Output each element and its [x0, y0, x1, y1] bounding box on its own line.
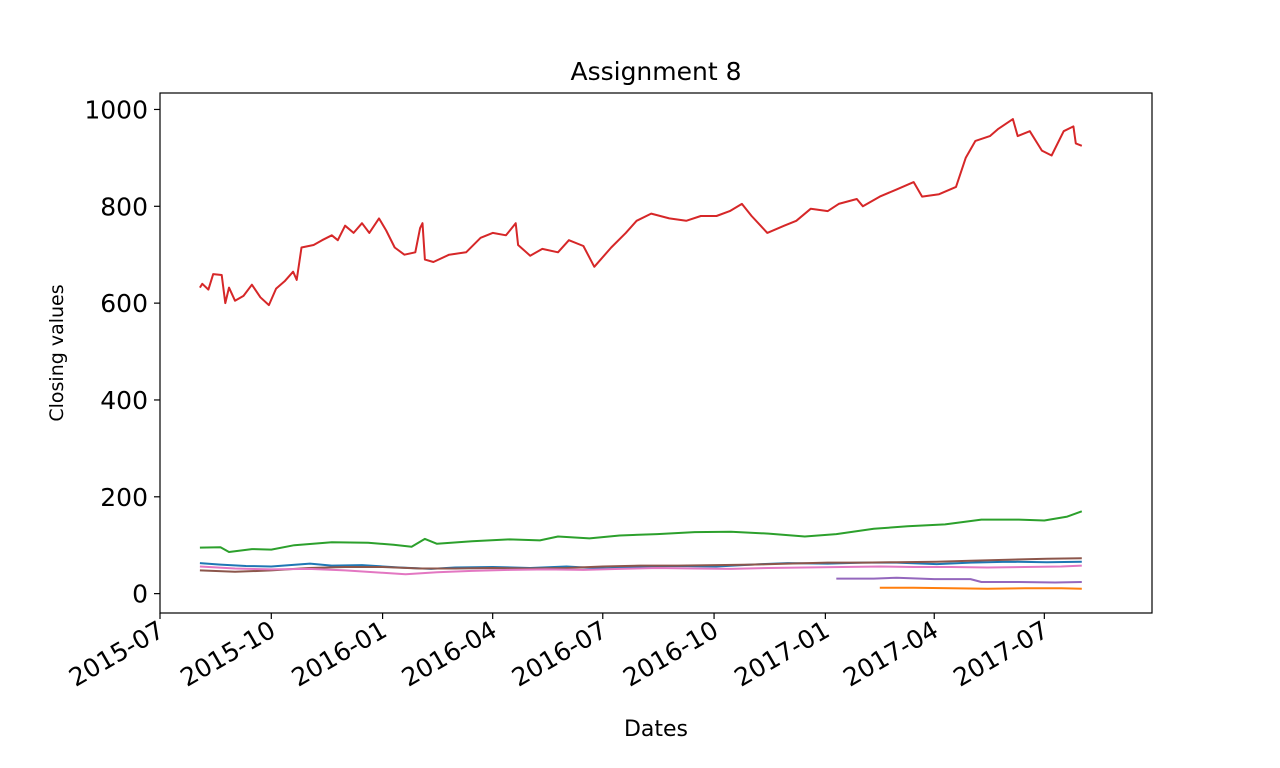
y-axis-label: Closing values	[46, 284, 68, 421]
plot-frame	[159, 92, 1153, 614]
series-line-2	[879, 586, 1082, 590]
y-tick-label: 600	[100, 289, 148, 318]
y-tick-label: 800	[100, 192, 148, 221]
chart-title: Assignment 8	[570, 57, 741, 86]
y-axis-ticks: 0 200 400 600 800 1000	[84, 95, 160, 609]
y-tick-label: 200	[100, 483, 148, 512]
series-layer	[199, 118, 1083, 590]
series-line-5	[836, 576, 1082, 584]
y-tick-label: 1000	[84, 95, 148, 124]
y-tick-label: 400	[100, 386, 148, 415]
series-line-3	[199, 510, 1083, 553]
x-axis-label: Dates	[624, 717, 688, 742]
series-line-6	[199, 557, 1082, 573]
series-line-4	[199, 118, 1083, 307]
series-line-7	[199, 564, 1082, 576]
y-tick-label: 0	[132, 580, 148, 609]
